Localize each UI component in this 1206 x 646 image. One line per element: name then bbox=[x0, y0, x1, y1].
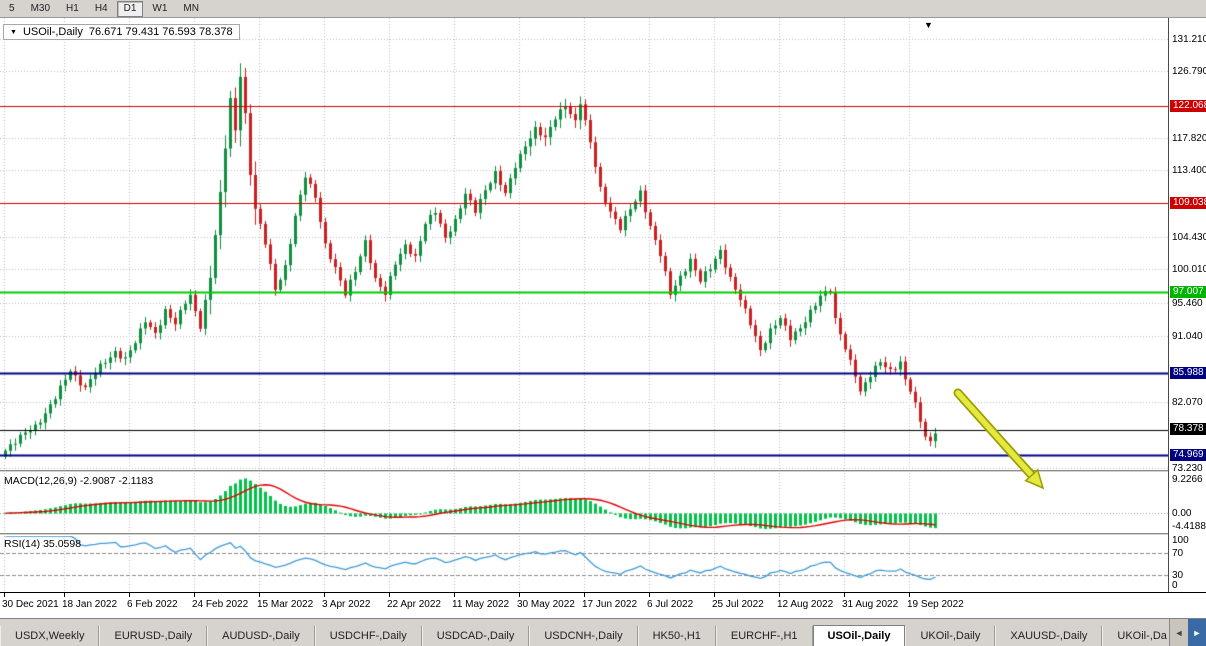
date-tick bbox=[714, 593, 715, 597]
macd-axis-label: 9.2266 bbox=[1172, 474, 1203, 485]
chart-ohlc-values: 76.671 79.431 76.593 78.378 bbox=[88, 26, 233, 38]
price-axis-label: 131.210 bbox=[1172, 33, 1206, 45]
timeframe-button-5[interactable]: 5 bbox=[9, 2, 15, 14]
date-axis-label: 17 Jun 2022 bbox=[582, 599, 638, 610]
date-axis-label: 30 May 2022 bbox=[517, 599, 575, 610]
date-tick bbox=[389, 593, 390, 597]
price-axis-label: 117.820 bbox=[1172, 132, 1206, 144]
macd-axis-label: -4.4188 bbox=[1172, 521, 1206, 532]
date-axis-label: 12 Aug 2022 bbox=[777, 599, 834, 610]
date-tick bbox=[259, 593, 260, 597]
price-axis-label: 126.790 bbox=[1172, 66, 1206, 78]
price-axis-label: 100.010 bbox=[1172, 264, 1206, 276]
date-tick bbox=[4, 593, 5, 597]
price-axis-label: 82.070 bbox=[1172, 397, 1203, 409]
timeframe-button-d1[interactable]: D1 bbox=[116, 0, 144, 17]
date-axis-label: 31 Aug 2022 bbox=[842, 599, 899, 610]
chart-symbol-label: USOil-,Daily bbox=[22, 26, 83, 38]
date-axis-label: 6 Jul 2022 bbox=[647, 599, 694, 610]
price-level-badge: 74.969 bbox=[1170, 448, 1206, 461]
tab-scroll-right-icon[interactable]: ► bbox=[1188, 619, 1206, 646]
date-axis-label: 19 Sep 2022 bbox=[907, 599, 964, 610]
price-axis-label: 113.400 bbox=[1172, 165, 1206, 177]
symbol-tab-audusd-daily[interactable]: AUDUSD-,Daily bbox=[207, 626, 315, 646]
date-axis-label: 15 Mar 2022 bbox=[257, 599, 314, 610]
macd-axis-label: 0.00 bbox=[1172, 508, 1192, 520]
price-axis-label: 95.460 bbox=[1172, 298, 1203, 310]
rsi-axis-label: 70 bbox=[1172, 547, 1184, 559]
date-axis-label: 25 Jul 2022 bbox=[712, 599, 764, 610]
price-axis[interactable]: 131.210 126.790 117.820 113.400 104.430 100.0… bbox=[1168, 18, 1206, 592]
tab-scroll-controls: ◄ ► bbox=[1169, 619, 1206, 646]
date-axis-label: 6 Feb 2022 bbox=[127, 599, 178, 610]
date-tick bbox=[649, 593, 650, 597]
date-tick bbox=[324, 593, 325, 597]
macd-indicator-label: MACD(12,26,9) -2.9087 -2.1183 bbox=[4, 475, 154, 487]
price-level-badge: 85.988 bbox=[1170, 367, 1206, 380]
date-tick bbox=[519, 593, 520, 597]
price-axis-label: 104.430 bbox=[1172, 231, 1206, 243]
date-tick bbox=[129, 593, 130, 597]
rsi-indicator-label: RSI(14) 35.0598 bbox=[4, 538, 82, 550]
symbol-tab-usdx-weekly[interactable]: USDX,Weekly bbox=[0, 626, 100, 646]
rsi-axis-label: 100 bbox=[1172, 535, 1189, 546]
date-axis[interactable]: 30 Dec 2021 18 Jan 2022 6 Feb 2022 24 Feb 2… bbox=[0, 592, 1206, 618]
chart-shift-marker-icon[interactable]: ▼ bbox=[924, 20, 933, 30]
date-tick bbox=[584, 593, 585, 597]
panel-splitter[interactable] bbox=[0, 470, 1206, 473]
date-axis-label: 22 Apr 2022 bbox=[387, 599, 441, 610]
date-tick bbox=[194, 593, 195, 597]
symbol-tab-xauusd-daily[interactable]: XAUUSD-,Daily bbox=[995, 626, 1103, 646]
price-level-badge: 122.068 bbox=[1170, 100, 1206, 113]
tab-scroll-left-icon[interactable]: ◄ bbox=[1169, 619, 1188, 646]
timeframe-toolbar: 5 M30 H1 H4 D1 W1 MN bbox=[0, 0, 1206, 18]
date-tick bbox=[64, 593, 65, 597]
date-tick bbox=[779, 593, 780, 597]
rsi-axis-label: 30 bbox=[1172, 570, 1184, 582]
price-level-badge: 109.038 bbox=[1170, 196, 1206, 209]
date-axis-label: 11 May 2022 bbox=[452, 599, 510, 610]
price-axis-label: 73.230 bbox=[1172, 462, 1203, 474]
symbol-tab-hk50-h1[interactable]: HK50-,H1 bbox=[637, 626, 716, 646]
date-tick bbox=[844, 593, 845, 597]
timeframe-button-h1[interactable]: H1 bbox=[66, 2, 79, 14]
date-tick bbox=[909, 593, 910, 597]
date-axis-label: 3 Apr 2022 bbox=[322, 599, 371, 610]
rsi-panel-canvas[interactable] bbox=[0, 536, 1168, 592]
rsi-axis-label: 0 bbox=[1172, 580, 1178, 591]
price-axis-label: 91.040 bbox=[1172, 330, 1203, 342]
symbol-tab-usdcad-daily[interactable]: USDCAD-,Daily bbox=[421, 626, 530, 646]
chart-dropdown-icon[interactable]: ▼ bbox=[10, 28, 17, 36]
symbol-tab-usoil-daily[interactable]: USOil-,Daily bbox=[812, 625, 906, 646]
symbol-tab-usdchf-daily[interactable]: USDCHF-,Daily bbox=[314, 626, 422, 646]
date-tick bbox=[454, 593, 455, 597]
symbol-tab-eurchf-h1[interactable]: EURCHF-,H1 bbox=[715, 626, 813, 646]
price-level-badge: 97.007 bbox=[1170, 285, 1206, 298]
symbol-tab-eurusd-daily[interactable]: EURUSD-,Daily bbox=[99, 626, 208, 646]
date-axis-label: 18 Jan 2022 bbox=[62, 599, 118, 610]
chart-title: ▼ USOil-,Daily 76.671 79.431 76.593 78.3… bbox=[3, 24, 240, 40]
date-axis-label: 30 Dec 2021 bbox=[2, 599, 59, 610]
timeframe-button-w1[interactable]: W1 bbox=[152, 2, 168, 14]
price-chart-canvas[interactable] bbox=[0, 18, 1168, 470]
timeframe-button-h4[interactable]: H4 bbox=[94, 2, 108, 14]
date-axis-label: 24 Feb 2022 bbox=[192, 599, 249, 610]
macd-panel-canvas[interactable] bbox=[0, 473, 1168, 533]
symbol-tab-usdcnh-daily[interactable]: USDCNH-,Daily bbox=[529, 626, 638, 646]
panel-splitter[interactable] bbox=[0, 533, 1206, 536]
symbol-tab-ukoil-daily[interactable]: UKOil-,Daily bbox=[905, 626, 996, 646]
timeframe-button-m30[interactable]: M30 bbox=[30, 2, 51, 14]
symbol-tabbar: USDX,Weekly EURUSD-,Daily AUDUSD-,Daily USD… bbox=[0, 618, 1206, 646]
timeframe-button-mn[interactable]: MN bbox=[183, 2, 199, 14]
price-level-badge: 78.378 bbox=[1170, 423, 1206, 436]
